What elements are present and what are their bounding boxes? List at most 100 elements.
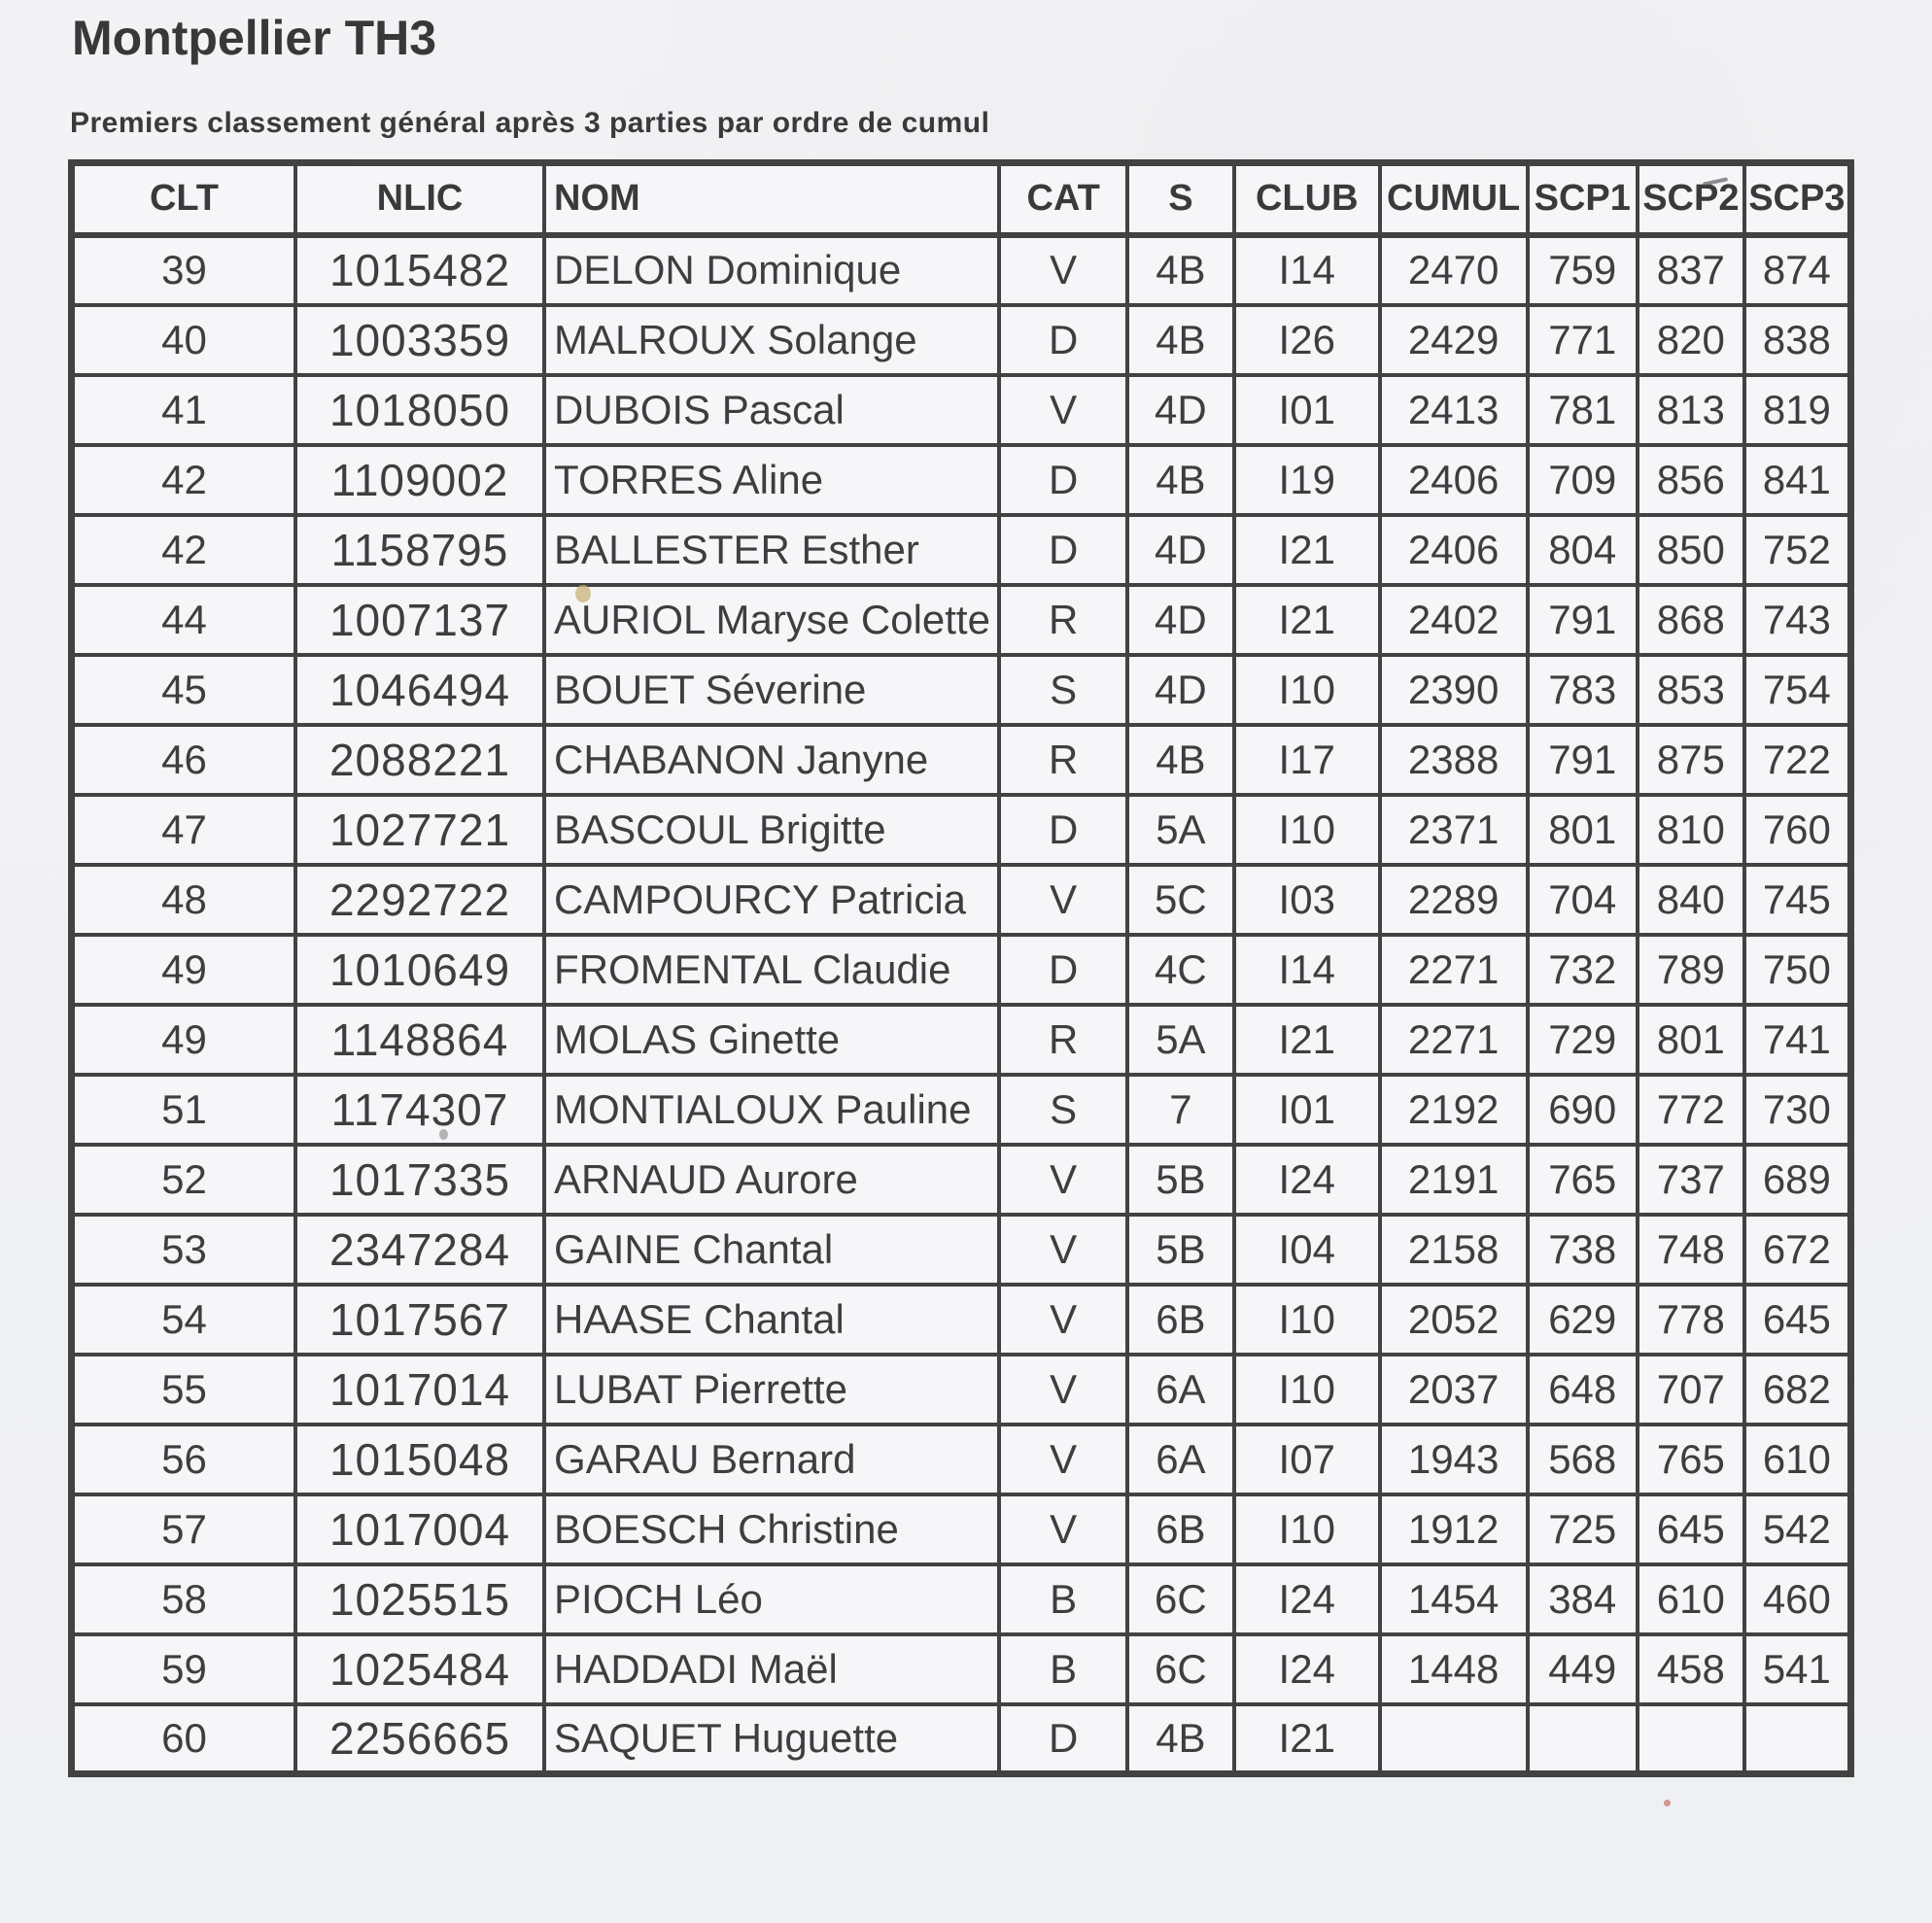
cell-cat: V <box>997 1142 1129 1217</box>
cell-scp3: 743 <box>1742 582 1853 657</box>
cell-nlic: 1015048 <box>293 1422 547 1496</box>
cell-club: I10 <box>1231 1282 1382 1356</box>
cell-club: I10 <box>1231 1352 1382 1426</box>
cell-cumul: 2371 <box>1377 792 1530 867</box>
table-row: 49 1148864 MOLAS Ginette R 5A I21 2271 729 801 74… <box>69 1002 1853 1077</box>
cell-nlic: 1017335 <box>293 1142 547 1217</box>
table-body: 39 1015482 DELON Dominique V 4B I14 2470 759 837… <box>69 232 1853 1776</box>
cell-s: 4D <box>1125 372 1236 447</box>
cell-scp3 <box>1742 1701 1853 1776</box>
cell-scp3: 460 <box>1742 1562 1853 1636</box>
cell-nom: TORRES Aline <box>542 442 1002 517</box>
table-row: 40 1003359 MALROUX Solange D 4B I26 2429 771 820… <box>69 302 1853 377</box>
column-header-cumul: CUMUL <box>1377 160 1530 238</box>
ranking-table: CLT NLIC NOM CAT S CLUB CUMUL SCP1 SCP2 SCP3 39 10… <box>68 159 1854 1777</box>
cell-scp2: 837 <box>1635 232 1746 307</box>
table-row: 57 1017004 BOESCH Christine V 6B I10 1912 725 64… <box>69 1492 1853 1566</box>
cell-scp3: 745 <box>1742 862 1853 937</box>
cell-clt: 51 <box>69 1072 297 1147</box>
cell-clt: 39 <box>69 232 297 307</box>
cell-clt: 48 <box>69 862 297 937</box>
cell-cat: S <box>997 652 1129 727</box>
cell-nom: CAMPOURCY Patricia <box>542 862 1002 937</box>
header-row: CLT NLIC NOM CAT S CLUB CUMUL SCP1 SCP2 SCP3 <box>69 160 1853 238</box>
cell-club: I07 <box>1231 1422 1382 1496</box>
page-title: Montpellier TH3 <box>72 11 437 65</box>
cell-scp1: 804 <box>1525 512 1639 587</box>
cell-scp2: 820 <box>1635 302 1746 377</box>
cell-nom: ARNAUD Aurore <box>542 1142 1002 1217</box>
cell-nom: MOLAS Ginette <box>542 1002 1002 1077</box>
cell-club: I14 <box>1231 932 1382 1007</box>
cell-cumul: 2158 <box>1377 1212 1530 1287</box>
cell-s: 4B <box>1125 1701 1236 1776</box>
cell-cumul: 2037 <box>1377 1352 1530 1426</box>
table-row: 42 1109002 TORRES Aline D 4B I19 2406 709 856 841 <box>69 442 1853 517</box>
table-row: 56 1015048 GARAU Bernard V 6A I07 1943 568 765 61… <box>69 1422 1853 1496</box>
cell-s: 6B <box>1125 1282 1236 1356</box>
cell-scp3: 752 <box>1742 512 1853 587</box>
cell-nom: BASCOUL Brigitte <box>542 792 1002 867</box>
cell-club: I19 <box>1231 442 1382 517</box>
cell-scp1: 449 <box>1525 1631 1639 1706</box>
cell-s: 5C <box>1125 862 1236 937</box>
cell-clt: 40 <box>69 302 297 377</box>
cell-scp2: 707 <box>1635 1352 1746 1426</box>
table-row: 58 1025515 PIOCH Léo B 6C I24 1454 384 610 460 <box>69 1562 1853 1636</box>
cell-clt: 46 <box>69 722 297 797</box>
cell-scp2: 868 <box>1635 582 1746 657</box>
cell-s: 5B <box>1125 1212 1236 1287</box>
cell-nlic: 1109002 <box>293 442 547 517</box>
cell-cumul <box>1377 1701 1530 1776</box>
cell-cat: R <box>997 582 1129 657</box>
cell-nom: DUBOIS Pascal <box>542 372 1002 447</box>
cell-scp1: 791 <box>1525 722 1639 797</box>
cell-scp1: 801 <box>1525 792 1639 867</box>
cell-cumul: 2289 <box>1377 862 1530 937</box>
cell-scp3: 689 <box>1742 1142 1853 1217</box>
table-row: 55 1017014 LUBAT Pierrette V 6A I10 2037 648 707… <box>69 1352 1853 1426</box>
cell-nlic: 1148864 <box>293 1002 547 1077</box>
cell-cumul: 2413 <box>1377 372 1530 447</box>
cell-cat: D <box>997 932 1129 1007</box>
cell-club: I21 <box>1231 1701 1382 1776</box>
cell-cat: S <box>997 1072 1129 1147</box>
cell-nlic: 1158795 <box>293 512 547 587</box>
cell-clt: 58 <box>69 1562 297 1636</box>
table-row: 54 1017567 HAASE Chantal V 6B I10 2052 629 778 64… <box>69 1282 1853 1356</box>
cell-scp1: 765 <box>1525 1142 1639 1217</box>
table-row: 44 1007137 AURIOL Maryse Colette R 4D I21 2402… <box>69 582 1853 657</box>
cell-scp3: 754 <box>1742 652 1853 727</box>
cell-scp1: 704 <box>1525 862 1639 937</box>
cell-cat: V <box>997 1492 1129 1566</box>
cell-scp3: 682 <box>1742 1352 1853 1426</box>
cell-cumul: 2388 <box>1377 722 1530 797</box>
table-row: 46 2088221 CHABANON Janyne R 4B I17 2388 791 875… <box>69 722 1853 797</box>
cell-club: I21 <box>1231 512 1382 587</box>
cell-club: I04 <box>1231 1212 1382 1287</box>
cell-s: 6A <box>1125 1352 1236 1426</box>
cell-s: 5A <box>1125 792 1236 867</box>
cell-scp3: 874 <box>1742 232 1853 307</box>
table-row: 59 1025484 HADDADI Maël B 6C I24 1448 449 458 541 <box>69 1631 1853 1706</box>
cell-s: 6B <box>1125 1492 1236 1566</box>
table-row: 47 1027721 BASCOUL Brigitte D 5A I10 2371 801 81… <box>69 792 1853 867</box>
cell-scp2 <box>1635 1701 1746 1776</box>
cell-cat: V <box>997 232 1129 307</box>
cell-nlic: 1007137 <box>293 582 547 657</box>
cell-scp2: 645 <box>1635 1492 1746 1566</box>
cell-scp1: 725 <box>1525 1492 1639 1566</box>
column-header-nom: NOM <box>542 160 1002 238</box>
cell-s: 4B <box>1125 232 1236 307</box>
cell-s: 4C <box>1125 932 1236 1007</box>
cell-nom: BALLESTER Esther <box>542 512 1002 587</box>
cell-clt: 54 <box>69 1282 297 1356</box>
cell-nlic: 1046494 <box>293 652 547 727</box>
cell-club: I10 <box>1231 652 1382 727</box>
cell-cumul: 2390 <box>1377 652 1530 727</box>
cell-scp2: 610 <box>1635 1562 1746 1636</box>
table-row: 39 1015482 DELON Dominique V 4B I14 2470 759 837… <box>69 232 1853 307</box>
cell-scp2: 853 <box>1635 652 1746 727</box>
cell-scp2: 813 <box>1635 372 1746 447</box>
cell-nom: SAQUET Huguette <box>542 1701 1002 1776</box>
